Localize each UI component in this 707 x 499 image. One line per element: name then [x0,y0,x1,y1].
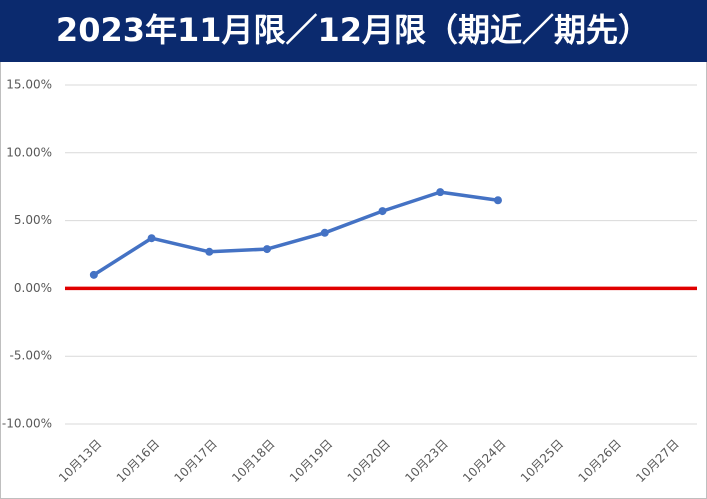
data-point [205,247,214,256]
data-point [436,188,445,197]
title-bar [0,0,707,62]
y-tick-label: 15.00% [6,78,52,92]
data-point [89,270,98,279]
y-tick-label: -10.00% [2,417,52,431]
chart-title: 2023年11月限／12月限（期近／期先） [56,11,650,49]
y-tick-label: 5.00% [14,213,52,227]
series-line [92,190,499,277]
data-point [320,228,329,237]
data-point [493,196,502,205]
y-tick-label: -5.00% [10,349,52,363]
data-point [147,234,156,243]
y-tick-label: 0.00% [14,281,52,295]
data-point [378,207,387,216]
data-point [263,245,272,254]
y-tick-label: 10.00% [6,145,52,159]
